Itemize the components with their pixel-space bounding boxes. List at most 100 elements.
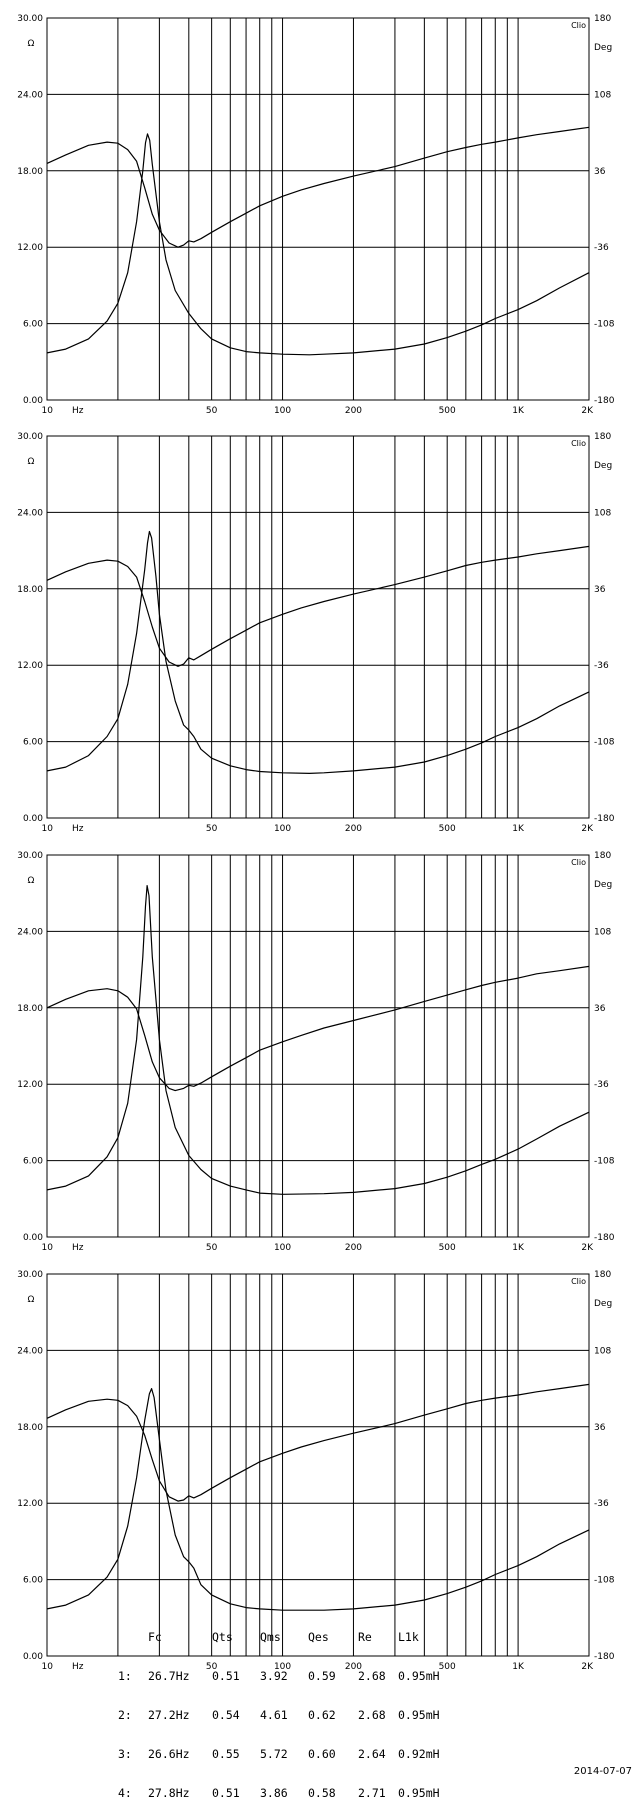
y2-tick-label: -180 (594, 396, 615, 406)
y2-tick-label: 180 (594, 432, 611, 442)
y2-tick-label: -108 (594, 738, 615, 748)
x-tick-label: 200 (345, 406, 362, 416)
x-tick-label: 1K (512, 406, 525, 416)
x-tick-label: 500 (439, 824, 456, 834)
param-cell: 2.68 (358, 1708, 386, 1722)
y2-tick-label: -36 (594, 1080, 609, 1090)
y2-tick-label: 180 (594, 1270, 611, 1280)
y2-tick-label: 108 (594, 1346, 611, 1356)
y2-tick-label: -180 (594, 1652, 615, 1662)
y-tick-label: 24.00 (17, 508, 43, 518)
parameter-row: 1: 26.7Hz 0.51 3.92 0.59 2.68 0.95mH (118, 1670, 458, 1683)
x-tick-label: 50 (206, 824, 218, 834)
x-tick-label: 50 (206, 1243, 218, 1253)
y-tick-label: 12.00 (17, 243, 43, 253)
x-unit-label: Hz (72, 406, 84, 416)
x-unit-label: Hz (72, 824, 84, 834)
x-tick-label: 10 (42, 406, 54, 416)
param-cell: 0.60 (308, 1747, 336, 1761)
y-tick-label: 18.00 (17, 585, 43, 595)
x-tick-label: 1K (512, 1662, 525, 1672)
x-tick-label: 1K (512, 1243, 525, 1253)
x-tick-label: 10 (42, 1243, 54, 1253)
param-cell: 3.86 (260, 1786, 288, 1800)
chart-svg: 0.00 6.00 12.00 18.00 24.00 30.00 -180 -108 -36 3… (17, 851, 615, 1253)
param-cell: 0.58 (308, 1786, 336, 1800)
x-tick-label: 500 (439, 1662, 456, 1672)
y-tick-label: 6.00 (23, 1157, 43, 1167)
x-tick-label: 50 (206, 1662, 218, 1672)
y-tick-label: 0.00 (23, 814, 43, 824)
y-axis-label: Ω (28, 39, 35, 49)
y2-axis-label: Deg (594, 461, 612, 471)
param-cell: 26.6Hz (148, 1747, 190, 1761)
param-cell: 3.92 (260, 1669, 288, 1683)
y-tick-label: 30.00 (17, 432, 43, 442)
phase-curve (46, 126, 590, 248)
impedance-phase-chart: 0.00 6.00 12.00 18.00 24.00 30.00 -180 -108 -36 3… (0, 837, 636, 1255)
y-tick-label: 0.00 (23, 1233, 43, 1243)
y2-tick-label: -108 (594, 1157, 615, 1167)
header-cell: Qms (260, 1630, 281, 1644)
parameter-row: 2: 27.2Hz 0.54 4.61 0.62 2.68 0.95mH (118, 1709, 458, 1722)
x-tick-label: 1K (512, 824, 525, 834)
y-tick-label: 30.00 (17, 14, 43, 24)
clio-watermark: Clio (571, 439, 586, 448)
x-unit-label: Hz (72, 1243, 84, 1253)
y2-axis-label: Deg (594, 880, 612, 890)
parameter-header-row: Fc Qts Qms Qes Re L1k (118, 1631, 458, 1644)
x-tick-label: 500 (439, 1243, 456, 1253)
y2-tick-label: 36 (594, 1423, 606, 1433)
param-cell: 0.54 (212, 1708, 240, 1722)
param-cell: 27.2Hz (148, 1708, 190, 1722)
y-tick-label: 6.00 (23, 738, 43, 748)
param-cell: 0.59 (308, 1669, 336, 1683)
y2-tick-label: 180 (594, 851, 611, 861)
param-cell: 0.92mH (398, 1747, 440, 1761)
x-tick-label: 100 (274, 824, 291, 834)
parameter-row: 3: 26.6Hz 0.55 5.72 0.60 2.64 0.92mH (118, 1748, 458, 1761)
y-tick-label: 24.00 (17, 927, 43, 937)
y-tick-label: 24.00 (17, 90, 43, 100)
param-cell: 26.7Hz (148, 1669, 190, 1683)
y2-tick-label: 36 (594, 585, 606, 595)
y-tick-label: 30.00 (17, 1270, 43, 1280)
clio-watermark: Clio (571, 1277, 586, 1286)
x-tick-label: 100 (274, 1243, 291, 1253)
x-tick-label: 200 (345, 1243, 362, 1253)
y-axis-label: Ω (28, 876, 35, 886)
param-cell: 0.95mH (398, 1708, 440, 1722)
chart-svg: 0.00 6.00 12.00 18.00 24.00 30.00 -180 -108 -36 3… (17, 1270, 615, 1672)
param-cell: 27.8Hz (148, 1786, 190, 1800)
header-cell: L1k (398, 1630, 419, 1644)
x-tick-label: 2K (581, 1243, 594, 1253)
measurement-date: 2014-07-07 (573, 1766, 632, 1777)
y-axis-label: Ω (28, 1295, 35, 1305)
y-tick-label: 6.00 (23, 1576, 43, 1586)
header-cell: Fc (148, 1630, 162, 1644)
chart-svg: 0.00 6.00 12.00 18.00 24.00 30.00 -180 -108 -36 3… (17, 14, 615, 416)
param-cell: 0.55 (212, 1747, 240, 1761)
x-tick-label: 10 (42, 824, 54, 834)
y-tick-label: 18.00 (17, 1004, 43, 1014)
y-tick-label: 0.00 (23, 396, 43, 406)
param-cell: 2: (118, 1708, 132, 1722)
y-tick-label: 12.00 (17, 1080, 43, 1090)
y-tick-label: 12.00 (17, 1499, 43, 1509)
y2-tick-label: 108 (594, 90, 611, 100)
param-cell: 0.95mH (398, 1786, 440, 1800)
impedance-curve (46, 1388, 590, 1611)
x-tick-label: 100 (274, 1662, 291, 1672)
header-cell (118, 1631, 148, 1644)
y-tick-label: 24.00 (17, 1346, 43, 1356)
header-cell: Re (358, 1630, 372, 1644)
phase-curve (46, 1383, 590, 1502)
impedance-phase-chart: 0.00 6.00 12.00 18.00 24.00 30.00 -180 -108 -36 3… (0, 0, 636, 418)
parameter-row: 4: 27.8Hz 0.51 3.86 0.58 2.71 0.95mH (118, 1787, 458, 1800)
phase-curve (46, 965, 590, 1092)
param-cell: 3: (118, 1747, 132, 1761)
param-cell: 5.72 (260, 1747, 288, 1761)
header-cell: Qes (308, 1630, 329, 1644)
impedance-curve (46, 530, 590, 774)
y-axis-label: Ω (28, 457, 35, 467)
